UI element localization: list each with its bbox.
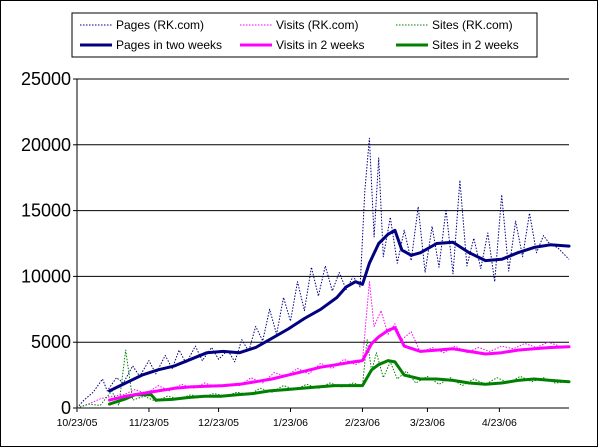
y-axis-ticks: 0 5000 10000 15000 20000 25000 (21, 69, 77, 418)
gridlines (77, 78, 569, 343)
legend-label: Pages (RK.com) (116, 18, 204, 32)
series-line-sites-rk-com (76, 339, 570, 409)
y-tick-label: 0 (61, 398, 71, 418)
x-tick-label: 10/23/05 (57, 417, 98, 429)
legend: Pages (RK.com) Visits (RK.com) Sites (RK.c… (71, 12, 538, 58)
series-line-visits-in-2-weeks (108, 326, 571, 402)
x-tick-label: 3/23/06 (410, 417, 445, 429)
x-axis-ticks: 10/23/05 11/23/05 12/23/05 1/23/06 2/23/06 3/… (57, 408, 517, 429)
y-tick-label: 25000 (21, 69, 71, 89)
legend-label: Sites in 2 weeks (432, 38, 519, 52)
y-tick-label: 15000 (21, 201, 71, 221)
series-line-pages-rk-com (76, 137, 570, 409)
y-tick-label: 20000 (21, 135, 71, 155)
series-line-visits-rk-com (76, 281, 570, 409)
legend-box (71, 12, 538, 58)
legend-label: Sites (RK.com) (432, 18, 513, 32)
series-lines (76, 137, 571, 409)
legend-label: Pages in two weeks (116, 38, 222, 52)
x-tick-label: 4/23/06 (482, 417, 517, 429)
series-line-pages-in-two-weeks (108, 228, 571, 393)
y-tick-label: 10000 (21, 266, 71, 286)
x-tick-label: 1/23/06 (273, 417, 308, 429)
series-line-sites-in-2-weeks (108, 359, 571, 406)
x-tick-label: 11/23/05 (129, 417, 169, 429)
x-tick-label: 12/23/05 (198, 417, 239, 429)
y-tick-label: 5000 (31, 332, 71, 352)
x-tick-label: 2/23/06 (345, 417, 380, 429)
legend-label: Visits in 2 weeks (276, 38, 364, 52)
axes (76, 79, 569, 409)
legend-label: Visits (RK.com) (276, 18, 358, 32)
